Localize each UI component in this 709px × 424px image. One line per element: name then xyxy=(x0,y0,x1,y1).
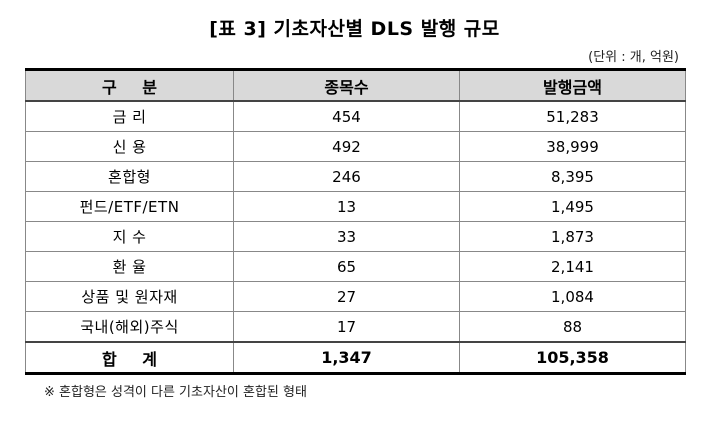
row-issue-amount: 1,873 xyxy=(459,221,686,252)
row-issue-amount: 8,395 xyxy=(459,161,686,192)
total-issue-amount: 105,358 xyxy=(459,341,686,374)
header-category: 구 분 xyxy=(25,69,234,102)
row-category: 금 리 xyxy=(25,100,234,132)
total-label: 합 계 xyxy=(25,341,234,374)
row-category: 신 용 xyxy=(25,131,234,162)
row-issue-amount: 51,283 xyxy=(459,100,686,132)
row-item-count: 13 xyxy=(233,191,460,222)
row-category: 상품 및 원자재 xyxy=(25,281,234,312)
table-row: 신 용 492 38,999 xyxy=(25,131,686,162)
footnote: ※ 혼합형은 성격이 다른 기초자산이 혼합된 형태 xyxy=(44,385,307,400)
row-item-count: 492 xyxy=(233,131,460,162)
row-item-count: 246 xyxy=(233,161,460,192)
table-row: 환 율 65 2,141 xyxy=(25,251,686,282)
row-item-count: 454 xyxy=(233,100,460,132)
row-category: 펀드/ETF/ETN xyxy=(25,191,234,222)
total-item-count: 1,347 xyxy=(233,341,460,374)
row-category: 지 수 xyxy=(25,221,234,252)
row-issue-amount: 38,999 xyxy=(459,131,686,162)
row-category: 국내(해외)주식 xyxy=(25,311,234,343)
row-item-count: 33 xyxy=(233,221,460,252)
row-issue-amount: 2,141 xyxy=(459,251,686,282)
row-issue-amount: 88 xyxy=(459,311,686,343)
table-row: 펀드/ETF/ETN 13 1,495 xyxy=(25,191,686,222)
header-issue-amount: 발행금액 xyxy=(459,69,686,102)
header-item-count: 종목수 xyxy=(233,69,460,102)
table-title: [표 3] 기초자산별 DLS 발행 규모 xyxy=(209,18,500,40)
table-row: 지 수 33 1,873 xyxy=(25,221,686,252)
row-item-count: 27 xyxy=(233,281,460,312)
table-row: 혼합형 246 8,395 xyxy=(25,161,686,192)
row-category: 환 율 xyxy=(25,251,234,282)
total-row: 합 계 1,347 105,358 xyxy=(25,341,686,374)
table-row: 상품 및 원자재 27 1,084 xyxy=(25,281,686,312)
table-row: 국내(해외)주식 17 88 xyxy=(25,311,686,343)
row-item-count: 17 xyxy=(233,311,460,343)
row-item-count: 65 xyxy=(233,251,460,282)
unit-label: (단위 : 개, 억원) xyxy=(588,50,679,65)
table-row: 금 리 454 51,283 xyxy=(25,100,686,132)
dls-issuance-table: 구 분 종목수 발행금액 금 리 454 51,283 신 용 492 38,999 혼합형… xyxy=(25,68,686,375)
header-row: 구 분 종목수 발행금액 xyxy=(25,69,686,102)
row-issue-amount: 1,084 xyxy=(459,281,686,312)
row-category: 혼합형 xyxy=(25,161,234,192)
row-issue-amount: 1,495 xyxy=(459,191,686,222)
